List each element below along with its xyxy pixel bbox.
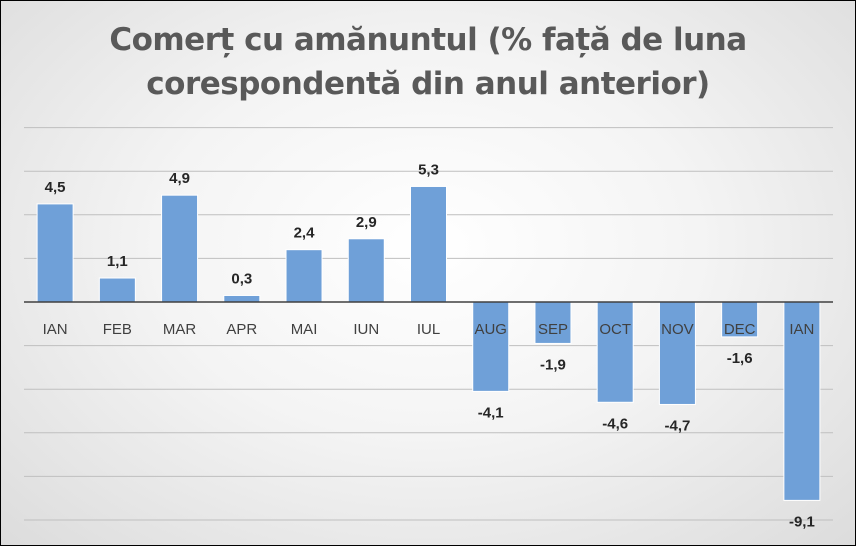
bar [721,301,759,338]
chart-title-line-1: Comerț cu amănuntul (% față de luna [109,22,747,58]
bar [783,301,821,501]
data-label: 2,4 [294,225,316,242]
x-tick-label: IAN [789,321,814,338]
chart-title-line-2: corespondentă din anul anterior) [146,66,710,102]
x-tick-label: APR [226,321,257,338]
data-label: -1,9 [540,356,566,373]
data-label: 5,3 [418,161,439,178]
x-tick-label: NOV [661,321,694,338]
x-tick-label: IUL [417,321,440,338]
bar [285,249,323,303]
data-label: -9,1 [789,513,815,530]
data-label: -4,1 [478,404,504,421]
bar [161,194,199,303]
bar [347,238,385,303]
chart-title: Comerț cu amănuntul (% față de luna core… [0,18,856,106]
x-tick-label: SEP [538,321,568,338]
bar [596,301,634,403]
x-tick-label: AUG [474,321,507,338]
data-label: 0,3 [231,270,252,287]
data-label: 4,9 [169,170,190,187]
data-label: 2,9 [356,214,377,231]
bar [98,277,136,303]
data-label: 1,1 [107,253,128,270]
x-tick-label: MAR [163,321,197,338]
x-tick-label: FEB [103,321,132,338]
bar [658,301,696,405]
bar [223,294,261,303]
bar [410,185,447,303]
x-tick-label: OCT [599,321,631,338]
x-tick-label: MAI [291,321,318,338]
x-tick-label: DEC [724,321,756,338]
data-label: -1,6 [727,350,753,367]
data-label: 4,5 [45,179,66,196]
x-tick-label: IAN [43,321,68,338]
data-label: -4,6 [602,415,628,432]
data-label: -4,7 [664,417,690,434]
bar [472,301,510,392]
x-tick-label: IUN [353,321,379,338]
bar [36,203,74,303]
